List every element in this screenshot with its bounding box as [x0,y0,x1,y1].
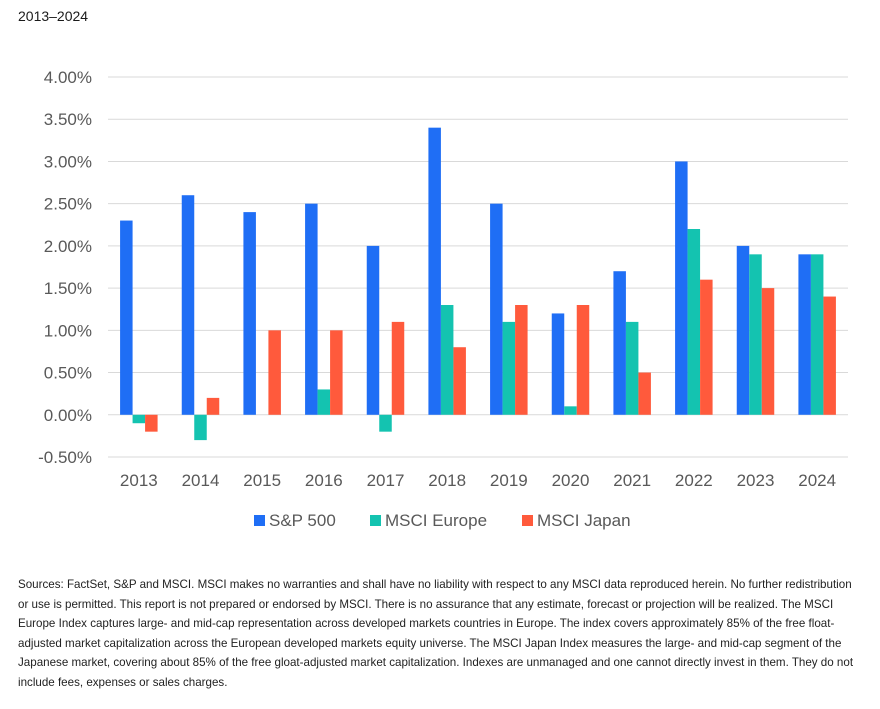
bar-msci-japan-2023 [761,288,775,415]
x-tick-label: 2014 [182,471,220,490]
bars [120,127,836,441]
bar-s-p-500-2014 [181,195,195,415]
legend-swatch [522,515,533,526]
bar-msci-japan-2024 [823,296,836,415]
y-tick-label: 1.00% [44,321,92,340]
bar-msci-europe-2024 [810,254,824,415]
bar-s-p-500-2017 [366,245,380,415]
bar-msci-japan-2014 [206,397,220,415]
bar-chart: -0.50% 0.00% 0.50% 1.00% 1.50% 2.00% 2.50% 3.00… [38,68,848,530]
bar-s-p-500-2020 [551,313,565,415]
bar-msci-japan-2015 [268,330,281,415]
bar-msci-europe-2019 [502,321,516,415]
y-tick-label: 1.50% [44,279,92,298]
bar-s-p-500-2013 [120,220,133,415]
bar-msci-japan-2016 [330,330,343,415]
bar-s-p-500-2024 [798,254,811,415]
x-tick-label: 2023 [737,471,775,490]
x-tick-label: 2016 [305,471,343,490]
bar-msci-europe-2022 [687,229,701,415]
x-tick-label: 2015 [243,471,281,490]
x-tick-label: 2021 [613,471,651,490]
bar-msci-europe-2018 [440,305,454,415]
gridlines [108,76,848,458]
x-tick-label: 2022 [675,471,713,490]
legend-label: MSCI Japan [537,511,631,530]
bar-msci-europe-2014 [194,414,207,441]
legend-label: S&P 500 [269,511,336,530]
y-tick-label: 2.50% [44,195,92,214]
y-tick-label: 0.50% [44,364,92,383]
legend-swatch [254,515,265,526]
legend-swatch [370,515,381,526]
chart-subtitle: 2013–2024 [18,8,89,24]
bar-msci-japan-2021 [638,372,651,415]
y-tick-label: 0.00% [44,406,92,425]
y-axis-tick-labels: -0.50% 0.00% 0.50% 1.00% 1.50% 2.00% 2.50% 3.00… [38,68,92,467]
x-tick-label: 2020 [552,471,590,490]
bar-msci-japan-2022 [700,279,713,415]
bar-msci-japan-2018 [453,347,466,415]
bar-msci-japan-2019 [515,305,528,415]
bar-msci-europe-2023 [749,254,762,415]
y-tick-label: 2.00% [44,237,92,256]
bar-msci-europe-2013 [132,414,146,424]
y-tick-label: 3.50% [44,110,92,129]
bar-msci-europe-2017 [379,414,392,432]
bar-msci-japan-2017 [391,321,405,415]
bar-msci-europe-2021 [625,321,639,415]
bar-s-p-500-2016 [305,203,318,415]
x-tick-label: 2024 [798,471,836,490]
y-tick-label: 4.00% [44,68,92,87]
bar-s-p-500-2015 [243,212,256,415]
bar-s-p-500-2023 [736,245,750,415]
bar-msci-japan-2013 [145,414,158,432]
bar-msci-europe-2020 [564,406,577,415]
x-axis-tick-labels: 2013 2014 2015 2016 2017 2018 2019 2020 2021 2022… [120,471,836,490]
bar-s-p-500-2019 [490,203,503,415]
bar-s-p-500-2022 [675,161,688,415]
bar-msci-japan-2020 [576,305,590,415]
bar-s-p-500-2018 [428,127,441,415]
x-tick-label: 2013 [120,471,158,490]
bar-msci-europe-2016 [317,389,331,415]
x-tick-label: 2017 [367,471,405,490]
sources-note: Sources: FactSet, S&P and MSCI. MSCI mak… [18,578,854,689]
x-tick-label: 2018 [428,471,466,490]
legend-label: MSCI Europe [385,511,487,530]
legend: S&P 500 MSCI Europe MSCI Japan [254,511,631,530]
y-tick-label: -0.50% [38,448,92,467]
x-tick-label: 2019 [490,471,528,490]
bar-s-p-500-2021 [613,271,626,415]
y-tick-label: 3.00% [44,152,92,171]
